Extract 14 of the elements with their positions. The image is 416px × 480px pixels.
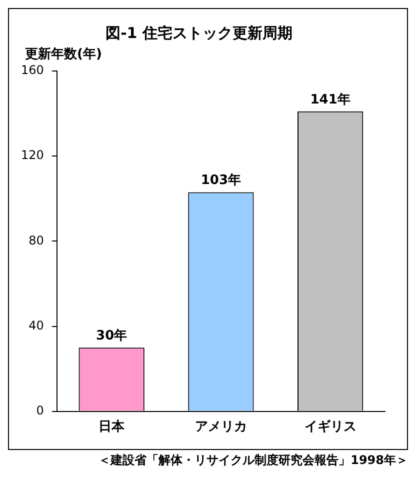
x-tick-label: 日本 xyxy=(98,420,126,435)
y-tick-label: 120 xyxy=(21,148,44,162)
text: ＜建設省「解体・リサイクル制度研究会報告」1998年＞ xyxy=(98,452,408,469)
y-tick-label: 0 xyxy=(36,404,44,418)
y-tick-label: 80 xyxy=(28,233,44,248)
x-tick-label: イギリス xyxy=(304,420,356,435)
y-tick-label: 160 xyxy=(21,63,44,78)
data-label: 103年 xyxy=(200,173,242,188)
y-axis-title: 更新年数(年) xyxy=(25,46,102,63)
data-label: 141年 xyxy=(310,92,350,108)
y-tick-label: 40 xyxy=(28,318,44,332)
data-label: 30年 xyxy=(96,328,128,344)
chart-title: 図-1 住宅ストック更新周期 xyxy=(106,24,292,42)
x-tick-label: アメリカ xyxy=(194,420,247,435)
